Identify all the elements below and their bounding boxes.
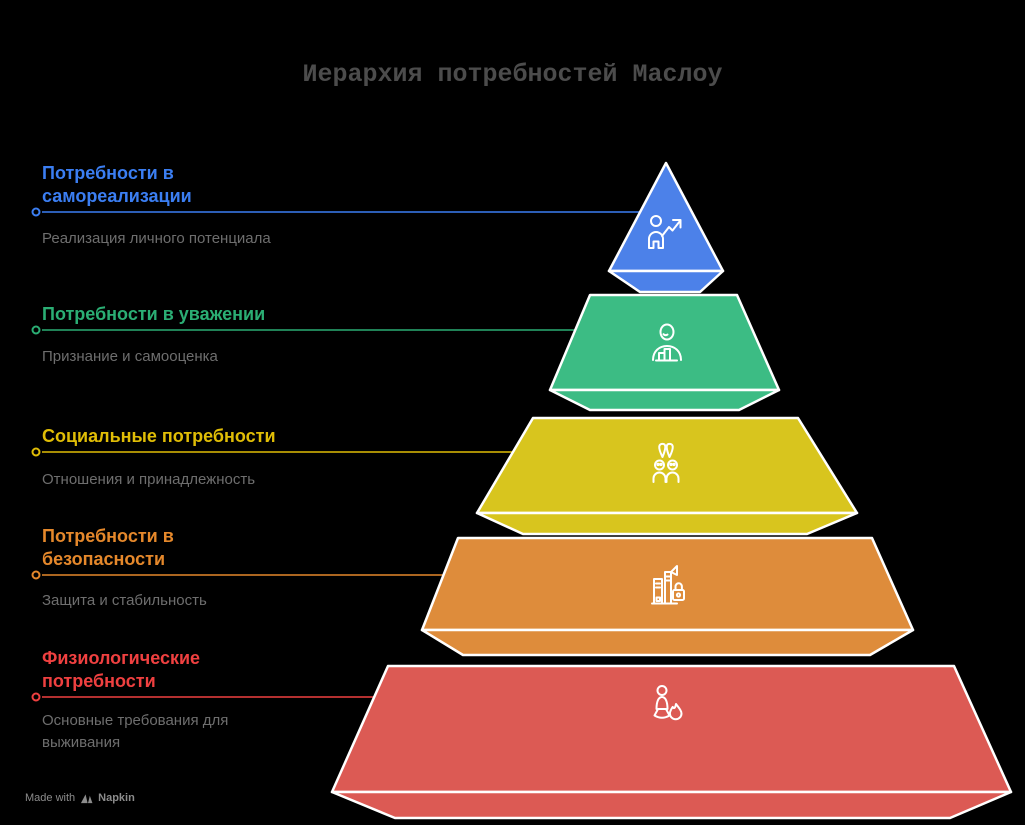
person-flame-icon [653,685,683,721]
connector-dot [31,325,41,335]
level-description: Отношения и принадлежность [42,471,256,488]
level-title: Потребности в уважении [42,304,266,324]
people-together-icon [652,442,680,483]
diagram-title: Иерархия потребностей Маслоу [302,60,723,89]
level-title: Потребности в безопасности [42,526,174,569]
connector-dot [31,447,41,457]
level-title: Физиологические потребности [42,648,201,691]
level-face [548,293,781,392]
connector-dot [31,207,41,217]
made-with-label: Made with [25,792,76,804]
connector-dot [31,570,41,580]
level-description: Защита и стабильность [42,592,207,609]
napkin-logo-icon [81,793,93,803]
level-face [330,664,1013,794]
level-description: Признание и самооценка [42,348,218,365]
person-achievement-icon [652,323,682,362]
level-face [607,161,725,273]
napkin-watermark[interactable]: Made with Napkin [25,791,135,805]
connector-dot [31,692,41,702]
level-description: Реализация личного потенциала [42,230,271,247]
building-lock-icon [651,565,685,605]
level-description: Основные требования для выживания [42,712,229,751]
level-base [607,269,725,294]
brand-label: Napkin [98,792,135,804]
level-base [420,628,915,657]
level-face [420,536,915,632]
level-title: Потребности в самореализации [42,163,192,206]
level-title: Социальные потребности [42,426,276,446]
level-base [548,388,781,412]
level-base [475,511,859,536]
level-base [330,790,1013,820]
level-face [475,416,859,515]
person-growth-arrow-icon [648,215,682,249]
